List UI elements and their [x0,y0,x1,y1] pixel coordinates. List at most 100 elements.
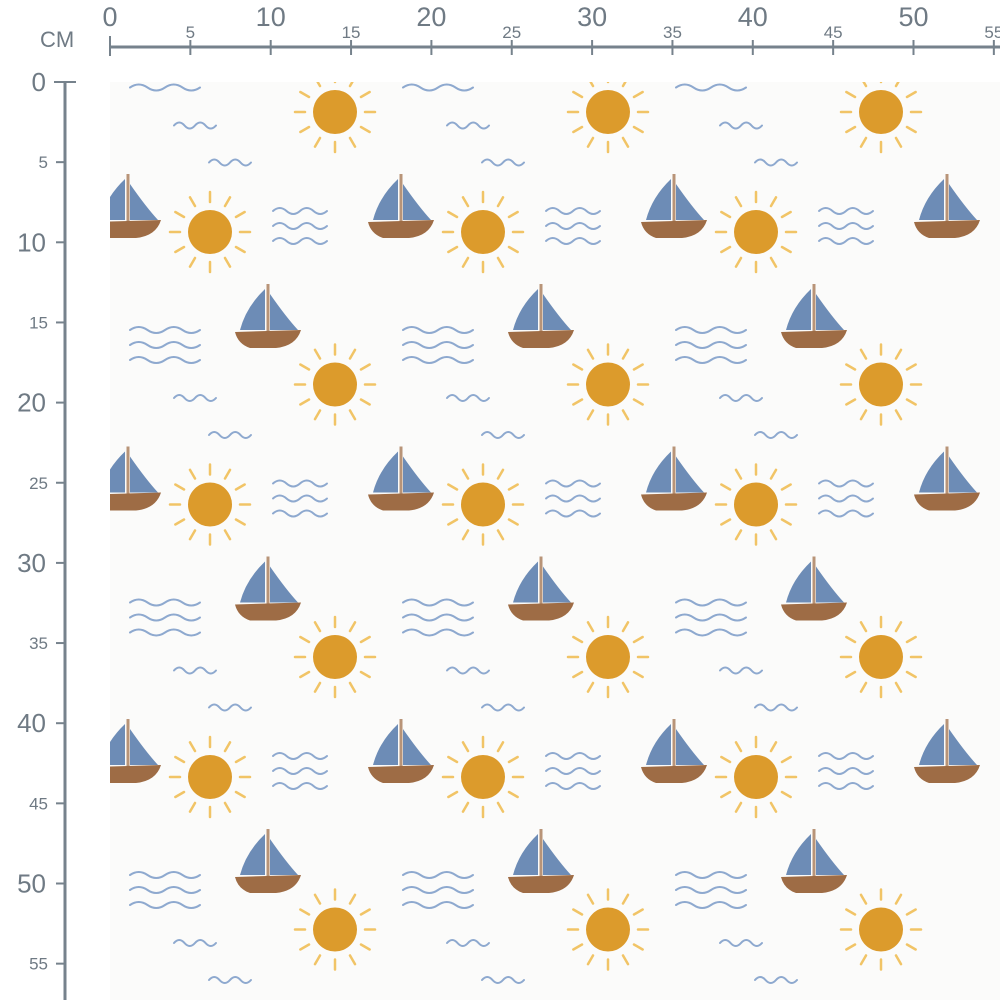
waves-icon [446,394,490,402]
sailboat-icon [781,829,847,893]
sailboat-icon [110,446,161,511]
ruler-label: 15 [342,23,361,42]
sun-icon [566,343,650,426]
sun-icon [714,735,798,819]
ruler-label: 40 [17,708,46,738]
sun-icon [168,735,252,819]
waves-icon [481,976,525,984]
waves-icon [545,752,601,790]
sun-icon [714,463,798,546]
ruler-label: 10 [256,2,286,32]
sun-icon [839,888,923,971]
ruler-label: 25 [502,23,521,42]
sun-icon [293,343,377,426]
waves-icon [208,976,252,984]
sun-icon [293,888,377,971]
ruler-label: 50 [17,869,46,899]
waves-icon [402,871,474,909]
sailboat-icon [508,829,574,893]
waves-icon [675,83,747,92]
ruler-label: 30 [17,548,46,578]
ruler-label: 20 [416,2,446,32]
sailboat-icon [914,446,980,511]
sailboat-icon [508,556,574,621]
waves-icon [719,666,763,675]
waves-icon [272,479,328,518]
ruler-label: 45 [29,794,48,813]
waves-icon [446,121,490,130]
waves-icon [402,326,474,364]
waves-icon [754,431,798,439]
waves-icon [272,207,328,245]
ruler-label: 0 [32,67,46,97]
waves-icon [129,83,201,92]
sailboat-icon [781,284,847,348]
waves-icon [818,752,874,790]
waves-icon [402,83,474,92]
waves-icon [545,479,601,518]
ruler-label: 50 [898,2,928,32]
sun-icon [566,615,650,699]
waves-icon [754,158,798,167]
ruler-label: 30 [577,2,607,32]
unit-label: CM [40,27,74,52]
left-ruler: 0 5 10 15 20 25 30 35 40 45 50 55 [17,67,76,1000]
sailboat-icon [781,12,847,76]
ruler-label: 55 [29,955,48,974]
sailboat-icon [110,174,161,238]
waves-icon [173,394,217,402]
waves-icon [675,871,747,909]
ruler-label: 5 [39,153,48,172]
waves-icon [208,431,252,439]
waves-icon [719,939,763,947]
sun-icon [168,463,252,546]
waves-icon [402,598,474,637]
ruler-label: 35 [29,634,48,653]
waves-icon [129,326,201,364]
sailboat-icon [368,446,434,511]
ruler-label: 40 [738,2,768,32]
ruler-label: 25 [29,474,48,493]
ruler-label: 5 [186,23,195,42]
sun-icon [441,190,525,274]
waves-icon [754,976,798,984]
sailboat-icon [914,719,980,783]
sun-icon [168,190,252,274]
waves-icon [208,158,252,167]
ruler-label: 10 [17,227,46,257]
sailboat-icon [641,446,707,511]
sailboat-icon [110,719,161,783]
sailboat-icon [508,12,574,76]
sailboat-icon [914,174,980,238]
waves-icon [129,871,201,909]
sun-icon [441,735,525,819]
waves-icon [446,666,490,675]
ruler-label: 35 [663,23,682,42]
sailboat-icon [641,174,707,238]
sun-icon [293,82,377,154]
sun-icon [566,888,650,971]
ruler-label: 20 [17,388,46,418]
ruler-label: 55 [984,23,1000,42]
sun-icon [839,343,923,426]
waves-icon [173,939,217,947]
sailboat-icon [368,174,434,238]
waves-icon [272,752,328,790]
waves-icon [173,121,217,130]
waves-icon [129,598,201,637]
sun-icon [839,615,923,699]
sailboat-icon [235,829,301,893]
sun-icon [566,82,650,154]
sailboat-icon [235,284,301,348]
sailboat-icon [641,719,707,783]
waves-icon [719,121,763,130]
waves-icon [446,939,490,947]
top-ruler: 0 5 10 15 20 25 30 35 40 45 50 55 [102,2,1000,56]
sun-icon [441,463,525,546]
waves-icon [481,703,525,712]
waves-icon [481,431,525,439]
waves-icon [675,326,747,364]
waves-icon [754,703,798,712]
sun-icon [839,82,923,154]
